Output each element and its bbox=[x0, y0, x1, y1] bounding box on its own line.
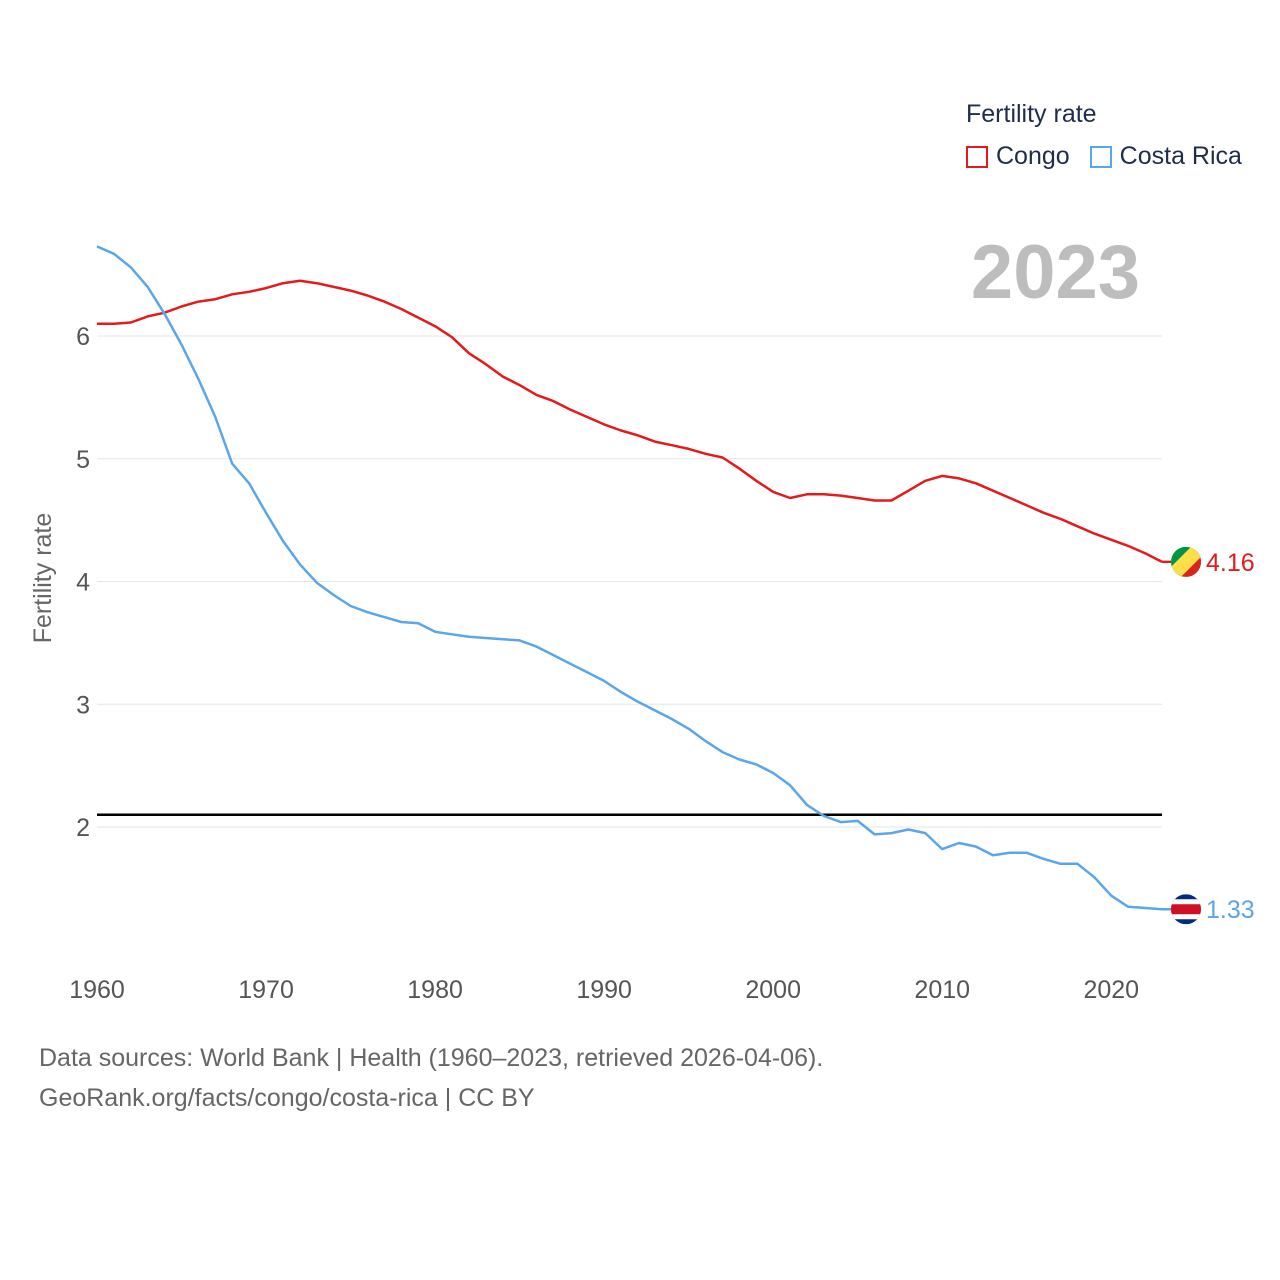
grid-lines bbox=[97, 335, 1162, 828]
end-markers: 4.16 1.33 bbox=[1162, 546, 1255, 925]
flag-icon-costa-rica bbox=[1171, 894, 1201, 925]
x-tick-2010: 2010 bbox=[914, 976, 970, 1004]
y-tick-4: 4 bbox=[76, 569, 90, 597]
legend-swatch-congo bbox=[966, 145, 988, 168]
x-tick-1960: 1960 bbox=[69, 976, 125, 1004]
legend-item-congo[interactable]: Congo bbox=[966, 142, 1070, 171]
y-tick-3: 3 bbox=[76, 691, 90, 719]
x-tick-2020: 2020 bbox=[1083, 976, 1139, 1004]
legend-swatch-costa-rica bbox=[1089, 145, 1112, 168]
x-axis-ticks: 1960 1970 1980 1990 2000 2010 2020 bbox=[69, 976, 1139, 1004]
year-label: 2023 bbox=[971, 230, 1140, 315]
y-tick-6: 6 bbox=[76, 323, 90, 351]
y-axis-label: Fertility rate bbox=[29, 513, 57, 644]
x-tick-1970: 1970 bbox=[238, 976, 294, 1004]
y-axis-ticks: 2 3 4 5 6 bbox=[76, 323, 90, 842]
series-line-congo bbox=[97, 279, 1163, 564]
legend-item-costa-rica[interactable]: Costa Rica bbox=[1089, 142, 1242, 171]
x-tick-1980: 1980 bbox=[407, 976, 463, 1004]
legend-title: Fertility rate bbox=[966, 100, 1097, 128]
y-tick-5: 5 bbox=[76, 446, 90, 474]
y-tick-2: 2 bbox=[76, 814, 90, 842]
flag-icon-congo bbox=[1171, 546, 1201, 577]
legend: Congo Costa Rica bbox=[966, 142, 1242, 171]
end-label-costa-rica: 1.33 bbox=[1206, 896, 1255, 924]
series-line-costa-rica bbox=[96, 245, 1163, 911]
x-tick-1990: 1990 bbox=[576, 976, 632, 1004]
legend-label-costa-rica: Costa Rica bbox=[1119, 142, 1242, 170]
x-tick-2000: 2000 bbox=[745, 976, 801, 1004]
footer-credit: GeoRank.org/facts/congo/costa-rica | CC … bbox=[39, 1084, 535, 1112]
footer-sources: Data sources: World Bank | Health (1960–… bbox=[39, 1044, 824, 1072]
series-lines bbox=[96, 245, 1163, 911]
end-label-congo: 4.16 bbox=[1206, 549, 1255, 577]
legend-label-congo: Congo bbox=[996, 142, 1070, 170]
